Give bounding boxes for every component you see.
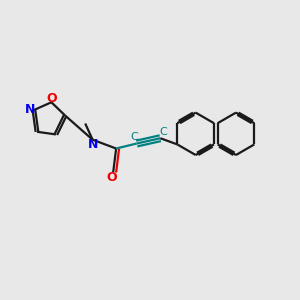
Text: O: O: [46, 92, 57, 105]
Text: N: N: [88, 139, 99, 152]
Text: N: N: [25, 103, 35, 116]
Text: C: C: [130, 132, 138, 142]
Text: O: O: [106, 172, 117, 184]
Text: C: C: [159, 127, 167, 137]
